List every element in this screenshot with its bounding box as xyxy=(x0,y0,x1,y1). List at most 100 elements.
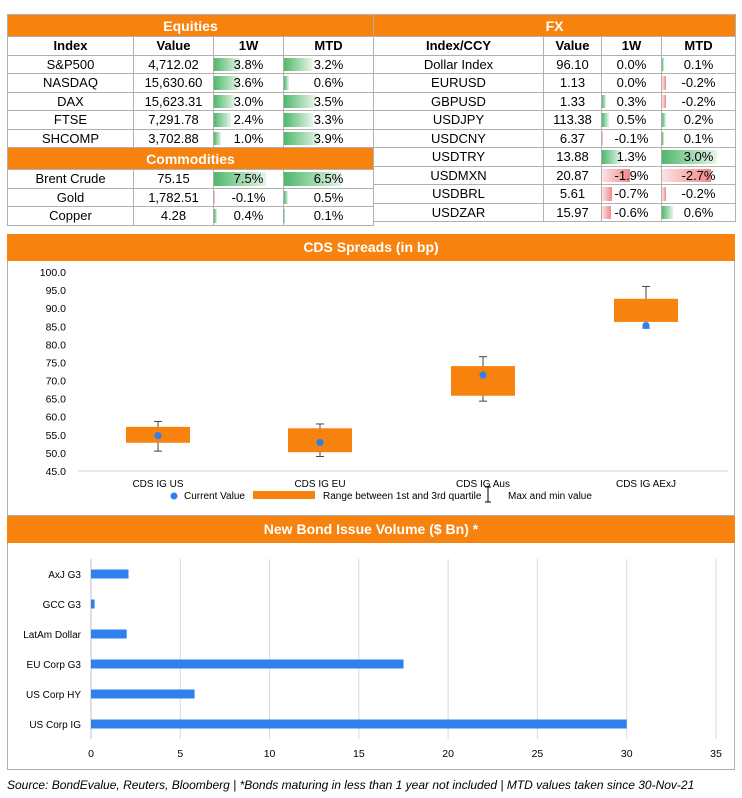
x-tick-label: 30 xyxy=(621,748,633,760)
row-label: USDCNY xyxy=(373,128,544,148)
y-tick-label: 85.0 xyxy=(46,321,67,333)
positive-databar xyxy=(214,57,241,71)
pct-value: 3.3% xyxy=(313,112,344,128)
pct-cell: 0.3% xyxy=(601,91,662,111)
pct-value: -0.1% xyxy=(614,130,649,146)
row-value: 96.10 xyxy=(543,54,602,74)
pct-cell: 0.0% xyxy=(601,73,662,93)
positive-databar xyxy=(214,94,235,108)
pct-cell: 1.0% xyxy=(213,128,284,148)
legend-dot-marker xyxy=(170,492,178,500)
pct-value: -0.2% xyxy=(681,93,716,109)
positive-databar xyxy=(214,172,266,186)
category-label: AxJ G3 xyxy=(48,570,81,581)
negative-databar xyxy=(662,187,666,201)
col-header-index-ccy: Index/CCY xyxy=(373,36,544,56)
y-tick-label: 60.0 xyxy=(46,412,67,424)
row-value: 13.88 xyxy=(543,147,602,167)
col-header-1w: 1W xyxy=(213,36,284,56)
row-value: 113.38 xyxy=(543,110,602,130)
pct-value: -1.9% xyxy=(614,167,649,183)
bond-bar-chart: 0 5 10 15 20 25 30 35 AxJ G3 GCC G3 LatAm Dollar EU… xyxy=(23,559,722,760)
cds-box-chart: 45.0 50.0 55.0 60.0 65.0 70.0 75.0 80.0 85.0 90.0… xyxy=(40,267,728,503)
pct-cell: -0.2% xyxy=(660,91,737,111)
pct-cell: 0.5% xyxy=(601,110,662,130)
table-row: Brent Crude 75.15 7.5% 6.5% xyxy=(7,169,375,189)
pct-cell: 2.4% xyxy=(213,110,284,130)
negative-databar xyxy=(602,205,611,219)
pct-value: 0.3% xyxy=(616,93,647,109)
table-row: GBPUSD 1.33 0.3% -0.2% xyxy=(373,91,737,111)
bond-section-title: New Bond Issue Volume ($ Bn) * xyxy=(7,516,735,543)
category-label: CDS IG EU xyxy=(294,479,345,490)
positive-databar xyxy=(662,113,666,127)
row-value: 4.28 xyxy=(133,206,214,226)
positive-databar xyxy=(214,131,221,145)
row-label: USDZAR xyxy=(373,202,544,222)
row-label: Gold xyxy=(7,187,134,207)
x-tick-label: 15 xyxy=(353,748,365,760)
pct-value: 0.5% xyxy=(313,189,344,205)
bond-volume-bar xyxy=(91,599,95,609)
table-row: USDZAR 15.97 -0.6% 0.6% xyxy=(373,202,737,222)
pct-value: 0.1% xyxy=(313,208,344,224)
quartile-box xyxy=(451,366,515,396)
fx-header: FX xyxy=(372,14,737,37)
pct-value: -0.2% xyxy=(681,186,716,202)
positive-databar xyxy=(284,57,313,71)
positive-databar xyxy=(662,57,664,71)
positive-databar xyxy=(602,94,607,108)
row-label: NASDAQ xyxy=(7,73,134,93)
row-value: 6.37 xyxy=(543,128,602,148)
pct-cell: 3.0% xyxy=(213,91,284,111)
pct-cell: 1.3% xyxy=(601,147,662,167)
positive-databar xyxy=(662,205,673,219)
bond-volume-bar xyxy=(91,569,129,579)
equities-header: Equities xyxy=(6,14,375,37)
cds-chart-panel: 45.0 50.0 55.0 60.0 65.0 70.0 75.0 80.0 85.0 90.0… xyxy=(7,261,735,516)
positive-databar xyxy=(284,94,316,108)
row-value: 1.33 xyxy=(543,91,602,111)
positive-databar xyxy=(214,76,239,90)
row-label: GBPUSD xyxy=(373,91,544,111)
pct-value: 6.5% xyxy=(313,171,344,187)
pct-cell: -0.1% xyxy=(601,128,662,148)
y-tick-label: 50.0 xyxy=(46,448,67,460)
pct-value: 1.0% xyxy=(233,130,264,146)
category-label: CDS IG AExJ xyxy=(616,479,676,490)
category-label: GCC G3 xyxy=(43,600,82,611)
category-label: LatAm Dollar xyxy=(23,630,81,641)
pct-cell: 3.6% xyxy=(213,73,284,93)
col-header-1w: 1W xyxy=(601,36,662,56)
quartile-box xyxy=(614,298,678,322)
col-header-value: Value xyxy=(543,36,602,56)
positive-databar xyxy=(602,113,610,127)
x-tick-label: 35 xyxy=(710,748,722,760)
category-label: CDS IG Aus xyxy=(456,479,510,490)
row-label: FTSE xyxy=(7,110,134,130)
row-value: 3,702.88 xyxy=(133,128,214,148)
pct-cell: 7.5% xyxy=(213,169,284,189)
bond-volume-bar xyxy=(91,719,627,729)
pct-value: -0.1% xyxy=(231,189,266,205)
table-row: Copper 4.28 0.4% 0.1% xyxy=(7,206,375,226)
pct-value: 3.8% xyxy=(233,56,264,72)
table-row: SHCOMP 3,702.88 1.0% 3.9% xyxy=(7,128,375,148)
positive-databar xyxy=(284,131,319,145)
table-row: USDJPY 113.38 0.5% 0.2% xyxy=(373,110,737,130)
x-tick-label: 25 xyxy=(532,748,544,760)
pct-cell: 0.6% xyxy=(660,202,737,222)
pct-value: 0.6% xyxy=(683,204,714,220)
y-tick-label: 70.0 xyxy=(46,376,67,388)
y-tick-label: 65.0 xyxy=(46,394,67,406)
row-value: 15,630.60 xyxy=(133,73,214,93)
x-tick-label: 20 xyxy=(442,748,454,760)
commodities-header: Commodities xyxy=(6,147,375,170)
pct-cell: 3.2% xyxy=(282,54,375,74)
pct-cell: 0.1% xyxy=(282,206,375,226)
pct-cell: 6.5% xyxy=(282,169,375,189)
table-row: S&P500 4,712.02 3.8% 3.2% xyxy=(7,54,375,74)
current-value-dot xyxy=(154,431,162,440)
pct-value: -0.6% xyxy=(614,204,649,220)
pct-value: 0.2% xyxy=(683,112,714,128)
